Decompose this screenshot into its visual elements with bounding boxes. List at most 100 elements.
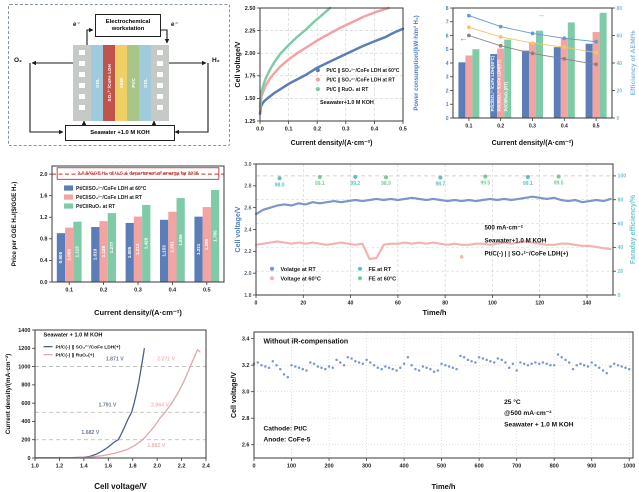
svg-text:2.4: 2.4 (244, 227, 251, 233)
svg-text:99.2: 99.2 (350, 181, 360, 187)
svg-text:0: 0 (252, 464, 255, 470)
electron-label-right: e⁻ (171, 22, 178, 28)
svg-text:1.8: 1.8 (129, 464, 137, 470)
svg-text:60: 60 (395, 301, 401, 307)
svg-text:1.791 V: 1.791 V (99, 402, 117, 408)
axes: 1.0 1.2 1.4 1.6 1.8 2.0 2.2 2.4 0 200 400 600 800 100… (5, 328, 211, 491)
svg-text:0.3: 0.3 (342, 127, 350, 133)
bar (504, 39, 512, 118)
series (254, 240, 612, 261)
y-axis-label: Current density/(mA·cm⁻²) (5, 354, 12, 434)
series (467, 13, 598, 44)
bar (585, 43, 593, 118)
axes: 0 100 200 300 400 500 600 700 800 900 1000 2.6 2.8 3.… (231, 331, 635, 491)
svg-text:0.2: 0.2 (497, 124, 504, 130)
chart-cell-voltage-vs-current-density: Seawater+1.0 M KOH Pt/C ∥ SO₄²⁻/CoFe LDH … (235, 6, 407, 147)
svg-text:2.6: 2.6 (244, 205, 251, 211)
x-axis-label: Time/h (422, 308, 446, 317)
bar (553, 47, 561, 118)
electron-label-left: e⁻ (73, 22, 80, 28)
series (34, 349, 201, 459)
svg-text:1000: 1000 (623, 464, 635, 470)
mea-layer-3: Pt/C (127, 45, 139, 121)
y2-axis-label: Faraday efficiency/% (630, 194, 637, 264)
legend: Volatge at RT FE at RT Voltage at 60°C FE a… (269, 266, 396, 282)
x-axis-label: Current density/(A·cm⁻²) (94, 308, 182, 317)
svg-text:1.4: 1.4 (80, 464, 89, 470)
svg-text:40: 40 (617, 61, 623, 67)
bar (91, 227, 100, 282)
flow-field-left (73, 45, 91, 121)
series (459, 255, 464, 259)
svg-text:100: 100 (618, 174, 627, 180)
y2-axis-label: Efficiency of AEM/% (630, 30, 637, 95)
bar (142, 204, 151, 282)
svg-text:1000: 1000 (18, 364, 30, 370)
bar (65, 227, 74, 282)
mea-layer-label: Pt/C (130, 78, 136, 88)
svg-text:200: 200 (324, 464, 333, 470)
svg-text:Pt/C ∥ RuO₂ at RT: Pt/C ∥ RuO₂ at RT (326, 87, 368, 93)
svg-text:0.1: 0.1 (65, 288, 73, 294)
svg-text:2.0: 2.0 (244, 271, 251, 277)
schematic-wiring (29, 27, 209, 135)
svg-text:400: 400 (400, 464, 409, 470)
svg-text:98.9: 98.9 (381, 181, 391, 187)
svg-text:6: 6 (446, 33, 449, 39)
bar (73, 221, 82, 282)
svg-text:Pt/C(-) || RuO₂(+): Pt/C(-) || RuO₂(+) (56, 353, 95, 359)
svg-text:400: 400 (21, 419, 30, 425)
svg-text:1.277: 1.277 (109, 241, 114, 253)
bar (202, 207, 211, 282)
bar-series (472, 12, 607, 118)
left-electrolyte-loop (29, 63, 64, 135)
svg-text:@500 mA·cm⁻²: @500 mA·cm⁻² (504, 410, 552, 417)
y-axis-label: Power consumption/(kW·h/m³ H₂) (413, 15, 420, 110)
svg-text:800: 800 (550, 464, 559, 470)
svg-text:1.095: 1.095 (127, 246, 132, 258)
mea-layer-label: AEM (118, 77, 124, 89)
svg-text:3.2: 3.2 (242, 363, 250, 369)
grid (260, 8, 403, 121)
svg-text:120: 120 (535, 301, 544, 307)
svg-text:7: 7 (446, 20, 449, 26)
svg-text:FE at 60°C: FE at 60°C (368, 276, 396, 282)
svg-text:40: 40 (348, 301, 354, 307)
svg-text:0.1: 0.1 (465, 124, 472, 130)
svg-text:0.3: 0.3 (529, 124, 536, 130)
svg-text:1.008: 1.008 (66, 249, 71, 261)
svg-text:1.428: 1.428 (143, 237, 148, 249)
svg-text:0.3: 0.3 (134, 288, 142, 294)
svg-text:0.0: 0.0 (40, 280, 48, 286)
svg-text:Seawater + 1.0 M KOH: Seawater + 1.0 M KOH (504, 422, 574, 429)
bar-series: 1.118 1.277 1.428 1.556 1.705 (73, 190, 220, 282)
axes: 0 20 40 60 80 100 120 140 1.8 2.0 2.2 2.4 2.6 2.8 3.0 0… (235, 162, 637, 317)
callout-box (56, 167, 220, 180)
axes: 0.1 0.2 0.3 0.4 0.5012345678020406080Current… (413, 6, 637, 147)
annotations: Without iR-compensation Cathode: Pt/C Anod… (263, 338, 573, 443)
svg-text:0: 0 (255, 301, 258, 307)
bar (176, 198, 185, 282)
bar (125, 222, 134, 282)
legend: Pt/C‖SO₄²⁻/CoFe LDH at 60°C Pt/C‖SO₄²⁻/Co… (64, 185, 147, 210)
bar (472, 49, 480, 118)
chart-polarization-curves: Seawater + 1.0 M KOH 1.871 V 2.271 V 1.791 … (5, 328, 211, 491)
grid (35, 366, 206, 441)
svg-text:1.301: 1.301 (170, 241, 175, 253)
svg-text:Pt/C ∥ SO₄²⁻/CoFe LDH at 60°C: Pt/C ∥ SO₄²⁻/CoFe LDH at 60°C (326, 68, 400, 74)
svg-text:1.705: 1.705 (212, 230, 217, 242)
y-axis-label: Cell voltage/V (235, 41, 242, 87)
axes: 0.0 0.1 0.2 0.3 0.4 0.5 1.25 1.50 1.75 2.00 2.25 2.… (235, 6, 407, 147)
svg-text:←: ← (459, 34, 467, 43)
svg-text:20: 20 (618, 269, 624, 275)
bar (522, 50, 530, 118)
svg-text:80: 80 (617, 6, 623, 12)
bar (210, 190, 220, 282)
series (467, 25, 598, 55)
hydrogen-label: H₂ (212, 57, 220, 64)
svg-text:5: 5 (446, 47, 449, 53)
x-axis-label: Current density/(A·cm⁻²) (291, 140, 373, 147)
mea-layer-2: AEM (115, 45, 127, 121)
svg-text:0.905: 0.905 (58, 251, 63, 263)
